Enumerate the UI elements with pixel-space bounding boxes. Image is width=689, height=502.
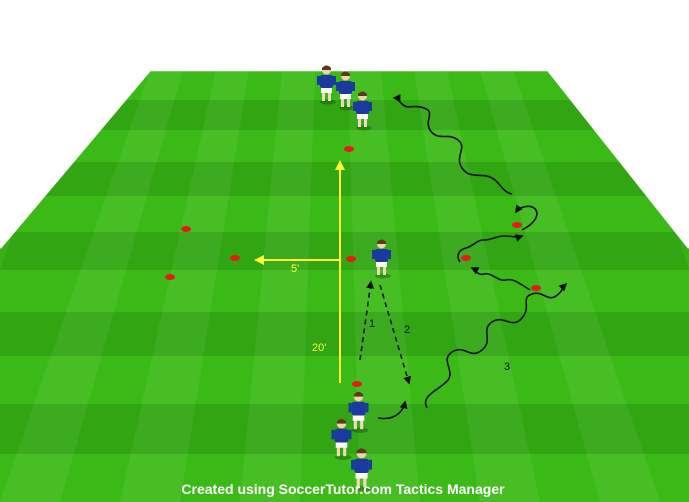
player <box>336 71 355 111</box>
cone <box>165 274 175 280</box>
players <box>317 65 391 492</box>
cones <box>165 146 541 387</box>
grass-band <box>0 312 689 356</box>
player <box>372 239 391 279</box>
cone <box>346 256 356 262</box>
grass-band <box>99 100 596 130</box>
grass-band <box>13 196 677 232</box>
curl-arrow <box>377 400 408 420</box>
run-2-label: 2 <box>404 324 410 336</box>
cone <box>352 381 362 387</box>
return-squiggle <box>392 94 513 195</box>
cone <box>512 222 522 228</box>
credit-text: Created using SoccerTutor.com Tactics Ma… <box>181 481 505 497</box>
cone <box>344 146 354 152</box>
measurement-lines: 5' 20' <box>254 160 345 383</box>
grass-checker <box>480 70 660 502</box>
grass-band <box>72 130 621 162</box>
player <box>351 448 372 492</box>
dribble-squiggle <box>457 234 524 263</box>
dribble-squiggle <box>470 267 531 291</box>
movement-paths: 1 2 3 <box>359 94 568 420</box>
width-label: 5' <box>291 263 299 275</box>
cone <box>230 255 240 261</box>
dribble-squiggle <box>515 204 538 231</box>
player <box>348 391 369 433</box>
player <box>317 65 336 105</box>
player <box>353 91 372 131</box>
grass-band <box>0 270 689 312</box>
cone <box>181 226 191 232</box>
run-2-dashed-arrow <box>379 284 412 385</box>
run-1-label: 1 <box>369 318 375 330</box>
grass-checker <box>240 70 315 502</box>
grass-checker <box>414 70 540 502</box>
length-label: 20' <box>312 342 326 354</box>
run-1-dashed-arrow <box>359 280 375 361</box>
pitch <box>0 68 689 502</box>
grass-checker <box>0 70 183 502</box>
dribble-run-3 <box>424 282 568 409</box>
grass-band <box>0 356 689 404</box>
cone <box>461 255 471 261</box>
player <box>331 418 352 460</box>
cone <box>531 285 541 291</box>
grass-checker <box>348 70 420 502</box>
run-3-label: 3 <box>504 361 510 373</box>
grass-band <box>43 162 648 196</box>
grass-checker <box>120 70 249 502</box>
grass-band <box>0 454 689 502</box>
pitch-boundary-line <box>0 68 689 249</box>
